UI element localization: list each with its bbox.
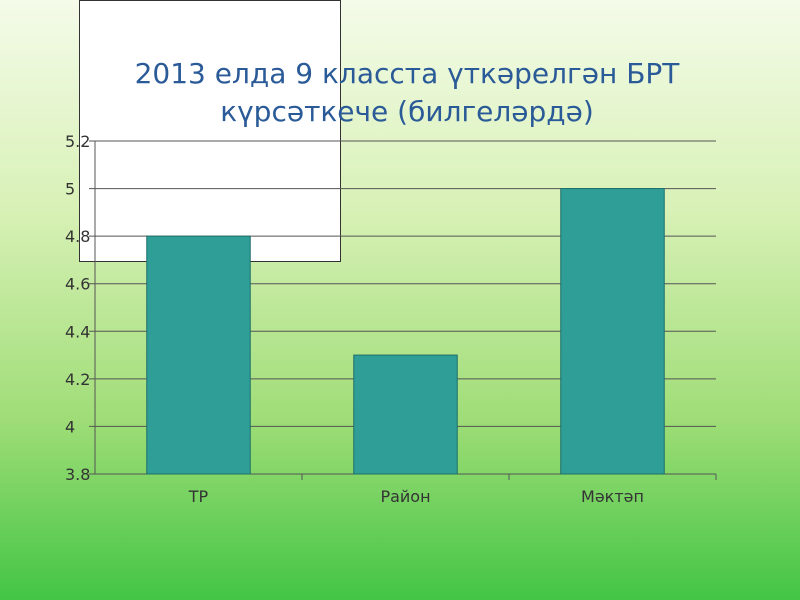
- y-tick-label: 4.8: [65, 227, 90, 246]
- y-tick-label: 4.6: [65, 275, 90, 294]
- y-tick-label: 4: [65, 417, 75, 436]
- chart-title-line-2: күрсәткече (билгеләрдә): [220, 95, 594, 128]
- x-tick-label: ТР: [188, 487, 209, 506]
- y-tick-label: 5.2: [65, 132, 90, 151]
- white-rectangle-overlay: [79, 0, 341, 262]
- bar-Мәктәп: [560, 188, 665, 475]
- x-tick-label: Район: [380, 487, 430, 506]
- y-tick-label: 4.4: [65, 322, 90, 341]
- y-tick-label: 5: [65, 180, 75, 199]
- bar-Район: [353, 354, 458, 475]
- chart-title: 2013 елда 9 класста үткәрелгән БРТ күрсә…: [60, 55, 754, 131]
- x-tick-label: Мәктәп: [581, 487, 644, 506]
- y-tick-label: 4.2: [65, 370, 90, 389]
- chart-title-line-1: 2013 елда 9 класста үткәрелгән БРТ: [134, 57, 680, 90]
- y-tick-label: 3.8: [65, 465, 90, 484]
- bar-ТР: [146, 235, 251, 475]
